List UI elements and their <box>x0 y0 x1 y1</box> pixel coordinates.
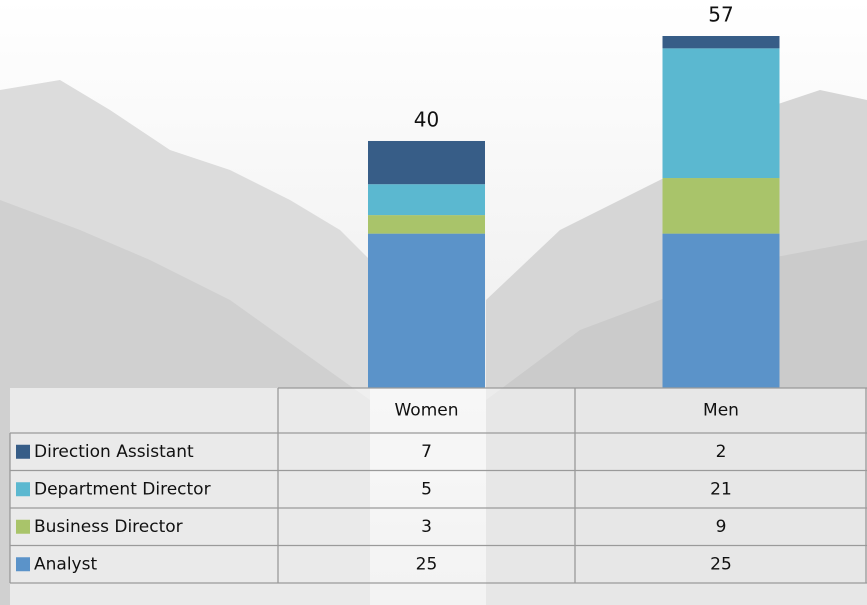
bar-segment <box>368 233 485 388</box>
cell-value: 25 <box>710 554 732 574</box>
row-label: Analyst <box>34 554 97 574</box>
cell-value: 7 <box>421 442 432 462</box>
cell-value: 21 <box>710 479 732 499</box>
row-label: Department Director <box>34 479 211 499</box>
bar-segment <box>662 178 780 234</box>
legend-swatch <box>16 482 30 497</box>
legend-swatch <box>16 519 30 534</box>
bar-segment <box>368 215 485 234</box>
cell-value: 3 <box>421 517 432 537</box>
total-label: 40 <box>414 107 439 131</box>
cell-value: 25 <box>416 554 438 574</box>
total-label: 57 <box>708 3 733 27</box>
legend-swatch <box>16 557 30 572</box>
table-background <box>10 388 867 605</box>
bar-segment <box>662 233 780 388</box>
row-label: Direction Assistant <box>34 442 194 462</box>
bar-segment <box>662 48 780 179</box>
cell-value: 2 <box>716 442 727 462</box>
bar-segment <box>662 36 780 49</box>
legend-swatch <box>16 444 30 459</box>
column-header: Men <box>703 401 739 421</box>
bar-segment <box>368 140 485 185</box>
cell-value: 5 <box>421 479 432 499</box>
column-header: Women <box>394 401 458 421</box>
cell-value: 9 <box>716 517 727 537</box>
row-label: Business Director <box>34 517 183 537</box>
bar-segment <box>368 184 485 216</box>
